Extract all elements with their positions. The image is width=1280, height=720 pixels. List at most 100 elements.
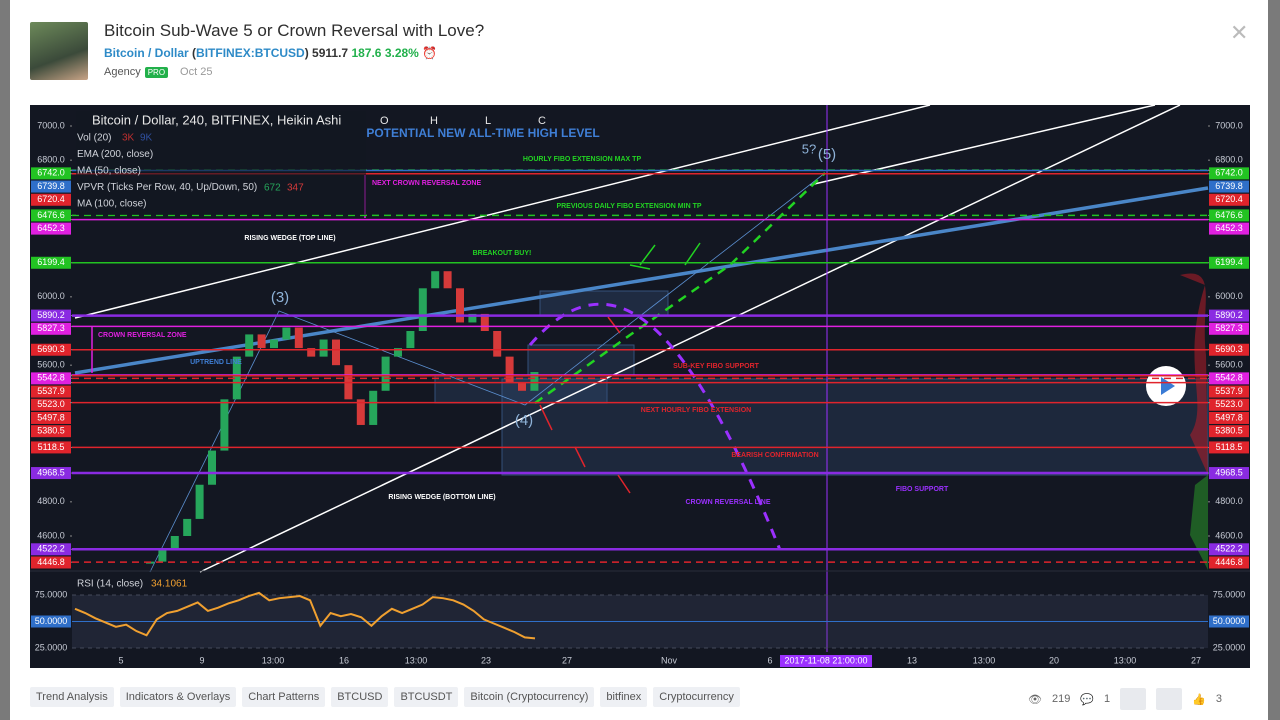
candle	[270, 339, 278, 349]
change: 187.6	[351, 46, 382, 60]
price-label-bg	[1209, 256, 1249, 269]
alert-icon[interactable]: ⏰	[422, 46, 438, 60]
candle	[307, 348, 316, 357]
tag[interactable]: BTCUSD	[331, 687, 389, 707]
author-type: Agency	[104, 66, 141, 78]
annotation: CROWN REVERSAL ZONE	[98, 332, 187, 339]
annotation: SUB-KEY FIBO SUPPORT	[673, 363, 760, 370]
price-label-bg	[1209, 309, 1249, 322]
price-label: 5542.8	[1215, 373, 1243, 383]
price-label: 6476.6	[1215, 210, 1243, 220]
candle	[493, 331, 502, 357]
legend: Bitcoin / Dollar, 240, BITFINEX, Heikin …	[76, 111, 546, 215]
price-label: 6739.8	[37, 181, 65, 191]
price: 5911.7	[312, 46, 349, 60]
wave-label: (4)	[515, 412, 533, 429]
symbol-line: Bitcoin / Dollar (BITFINEX:BTCUSD) 5911.…	[104, 46, 438, 60]
price-label: 5537.9	[37, 386, 65, 396]
indicator: MA (50, close)	[77, 166, 141, 177]
tag[interactable]: Bitcoin (Cryptocurrency)	[464, 687, 595, 707]
price-label: 7000.0	[1215, 120, 1243, 130]
price-label-bg	[1209, 385, 1249, 398]
time-label: 13:00	[973, 655, 996, 665]
change-pct: 3.28%	[384, 46, 419, 60]
price-label: 5600.0	[1215, 360, 1243, 370]
time-label: 20	[1049, 655, 1059, 665]
price-label: 6199.4	[37, 257, 65, 267]
tag[interactable]: Cryptocurrency	[653, 687, 740, 707]
price-label: 6452.3	[37, 223, 65, 233]
crown-reversal-line	[528, 302, 782, 551]
candle	[282, 327, 291, 340]
price-label: 5542.8	[37, 373, 65, 383]
candle	[381, 356, 390, 391]
candle	[518, 382, 526, 391]
price-label: 5497.8	[37, 412, 65, 422]
price-label: 6800.0	[1215, 155, 1243, 165]
avatar[interactable]	[30, 22, 88, 80]
ohlc-letter: H	[430, 115, 438, 127]
views: 219	[1051, 693, 1071, 705]
price-label: 5890.2	[1215, 310, 1243, 320]
price-label-bg	[31, 167, 71, 180]
tag[interactable]: bitfinex	[600, 687, 648, 707]
price-label-bg	[1209, 180, 1249, 193]
price-label-bg	[1209, 441, 1249, 454]
price-label-bg	[31, 222, 71, 235]
price-label: 6742.0	[1215, 168, 1243, 178]
price-label: 5523.0	[37, 399, 65, 409]
vol-value: 3K	[122, 133, 135, 144]
time-label: 16	[339, 655, 349, 665]
price-label-bg	[31, 425, 71, 438]
candle	[232, 356, 241, 400]
rsi-label: 50.0000	[1213, 616, 1246, 626]
annotation: POTENTIAL NEW ALL-TIME HIGH LEVEL	[366, 126, 599, 140]
rsi-label: 25.0000	[35, 642, 68, 652]
volume-profile	[1190, 475, 1208, 570]
annotation: PREVIOUS DAILY FIBO EXTENSION MIN TP	[556, 203, 701, 210]
annotation: NEXT CROWN REVERSAL ZONE	[372, 180, 481, 187]
annotation: CROWN REVERSAL LINE	[685, 499, 770, 506]
indicator: MA (100, close)	[77, 199, 146, 210]
price-label: 5118.5	[1216, 442, 1243, 452]
author-line: Agency PRO Oct 25	[104, 66, 212, 78]
tag[interactable]: Indicators & Overlays	[119, 687, 237, 707]
price-label: 6199.4	[1215, 257, 1243, 267]
tag[interactable]: Trend Analysis	[30, 687, 114, 707]
time-marker-label-bg	[780, 655, 872, 667]
tag[interactable]: Chart Patterns	[242, 687, 326, 707]
legend-title: Bitcoin / Dollar, 240, BITFINEX, Heikin …	[92, 112, 341, 127]
price-label-bg	[1209, 372, 1249, 385]
tag-list: Trend Analysis Indicators & Overlays Chart…	[30, 687, 740, 707]
close-button[interactable]: ✕	[1230, 20, 1249, 45]
candle	[294, 327, 303, 349]
price-label-bg	[31, 556, 71, 569]
price-label-bg	[31, 209, 71, 222]
price-label: 5380.5	[1215, 426, 1243, 436]
annotation: HOURLY FIBO EXTENSION MAX TP	[523, 156, 642, 163]
time-label: Nov	[661, 655, 678, 665]
like-icon[interactable]: 👍	[1192, 693, 1206, 706]
candle	[468, 313, 477, 323]
vpvr-value: 347	[287, 183, 304, 194]
candle	[505, 356, 514, 383]
price-label: 4968.5	[1215, 467, 1243, 477]
price-label-bg	[1209, 209, 1249, 222]
candle	[208, 450, 216, 485]
flag-button[interactable]	[1120, 688, 1147, 710]
zone-box	[501, 378, 1209, 476]
candle	[195, 484, 204, 519]
price-label-bg	[1209, 167, 1249, 180]
wedge-top-line	[74, 105, 931, 319]
tag[interactable]: BTCUSDT	[394, 687, 459, 707]
price-label: 5827.3	[37, 323, 65, 333]
candle	[319, 339, 328, 357]
price-label-bg	[1209, 556, 1249, 569]
share-button[interactable]	[1156, 688, 1183, 710]
candle	[443, 271, 452, 289]
exchange[interactable]: BITFINEX:BTCUSD	[196, 46, 305, 60]
candle	[418, 288, 427, 331]
symbol[interactable]: Bitcoin / Dollar	[104, 46, 189, 60]
price-label-bg	[31, 467, 71, 480]
price-label: 4800.0	[37, 496, 65, 506]
